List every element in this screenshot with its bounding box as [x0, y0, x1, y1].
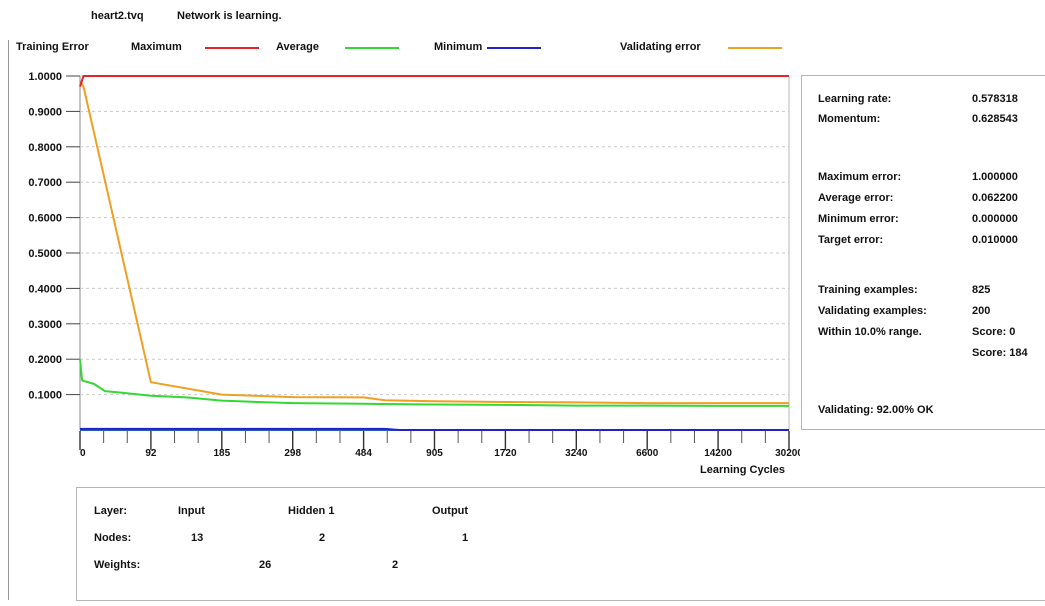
y-tick-label: 0.7000: [28, 177, 62, 189]
layer-output: Output: [432, 505, 469, 517]
within-range-label: Within 10.0% range.: [818, 326, 922, 338]
layer-hidden: Hidden 1: [288, 505, 335, 517]
x-tick-label: 0: [80, 448, 86, 459]
y-tick-label: 1.0000: [28, 71, 62, 83]
series-validating-error: [79, 80, 789, 405]
validating-examples-value: 200: [972, 305, 991, 317]
y-tick-label: 0.3000: [28, 319, 62, 331]
x-tick-label: 484: [355, 448, 372, 459]
legend-swatch-maximum: [205, 47, 259, 49]
learning-rate-value: 0.578318: [972, 93, 1018, 105]
y-tick-label: 0.8000: [28, 142, 62, 154]
x-tick-label: 14200: [704, 448, 732, 459]
score-validating: Score: 184: [972, 347, 1028, 359]
left-border: [8, 40, 9, 600]
min-error-value: 0.000000: [972, 213, 1018, 225]
legend-label-minimum: Minimum: [434, 41, 483, 53]
momentum-value: 0.628543: [972, 113, 1018, 125]
learning-rate-label: Learning rate:: [818, 93, 892, 105]
x-tick-label: 905: [426, 448, 443, 459]
momentum-label: Momentum:: [818, 113, 881, 125]
target-error-label: Target error:: [818, 234, 884, 246]
legend-label-maximum: Maximum: [131, 41, 182, 53]
network-panel: Layer: Input Hidden 1 Output Nodes: 13 2…: [76, 487, 1045, 601]
max-error-label: Maximum error:: [818, 171, 902, 183]
nodes-output: 1: [462, 532, 469, 544]
avg-error-label: Average error:: [818, 192, 894, 204]
avg-error-value: 0.062200: [972, 192, 1018, 204]
y-tick-label: 0.1000: [28, 390, 62, 402]
target-error-value: 0.010000: [972, 234, 1018, 246]
validating-examples-label: Validating examples:: [818, 305, 927, 317]
legend-swatch-minimum: [487, 47, 541, 49]
y-tick-label: 0.4000: [28, 283, 62, 295]
x-tick-label: 30200: [775, 448, 800, 459]
x-tick-label: 92: [145, 448, 157, 459]
layer-input: Input: [178, 505, 205, 517]
training-error-chart: 1.0000 0.9000 0.8000 0.7000 0.6000 0.5000 0.40…: [28, 71, 800, 459]
legend-swatch-average: [345, 47, 399, 49]
x-tick-label: 185: [213, 448, 230, 459]
series-maximum: [79, 75, 789, 87]
file-name: heart2.tvq: [91, 10, 144, 22]
layer-label: Layer:: [94, 505, 128, 517]
score-training: Score: 0: [972, 326, 1016, 338]
legend-swatch-validating: [728, 47, 782, 49]
nodes-hidden: 2: [319, 532, 326, 544]
x-tick-label: 3240: [565, 448, 588, 459]
legend-label-validating: Validating error: [620, 41, 701, 53]
y-tick-label: 0.9000: [28, 106, 62, 118]
series-minimum: [80, 427, 789, 431]
x-axis-label: Learning Cycles: [700, 464, 785, 476]
stats-panel: Learning rate: 0.578318 Momentum: 0.6285…: [801, 75, 1045, 430]
max-error-value: 1.000000: [972, 171, 1018, 183]
validating-status: Validating: 92.00% OK: [818, 404, 934, 416]
min-error-label: Minimum error:: [818, 213, 899, 225]
x-tick-label: 298: [284, 448, 301, 459]
status-text: Network is learning.: [177, 10, 282, 22]
y-tick-label: 0.6000: [28, 213, 62, 225]
training-examples-value: 825: [972, 284, 991, 296]
nodes-input: 13: [191, 532, 204, 544]
x-tick-label: 6600: [636, 448, 659, 459]
x-tick-label: 1720: [494, 448, 517, 459]
training-examples-label: Training examples:: [818, 284, 918, 296]
y-tick-label: 0.5000: [28, 248, 62, 260]
legend-title: Training Error: [16, 41, 89, 53]
weights-label: Weights:: [94, 559, 141, 571]
y-tick-label: 0.2000: [28, 354, 62, 366]
series-average: [79, 359, 789, 407]
weights-hidden-output: 2: [392, 559, 399, 571]
weights-input-hidden: 26: [259, 559, 272, 571]
nodes-label: Nodes:: [94, 532, 132, 544]
legend-label-average: Average: [276, 41, 320, 53]
